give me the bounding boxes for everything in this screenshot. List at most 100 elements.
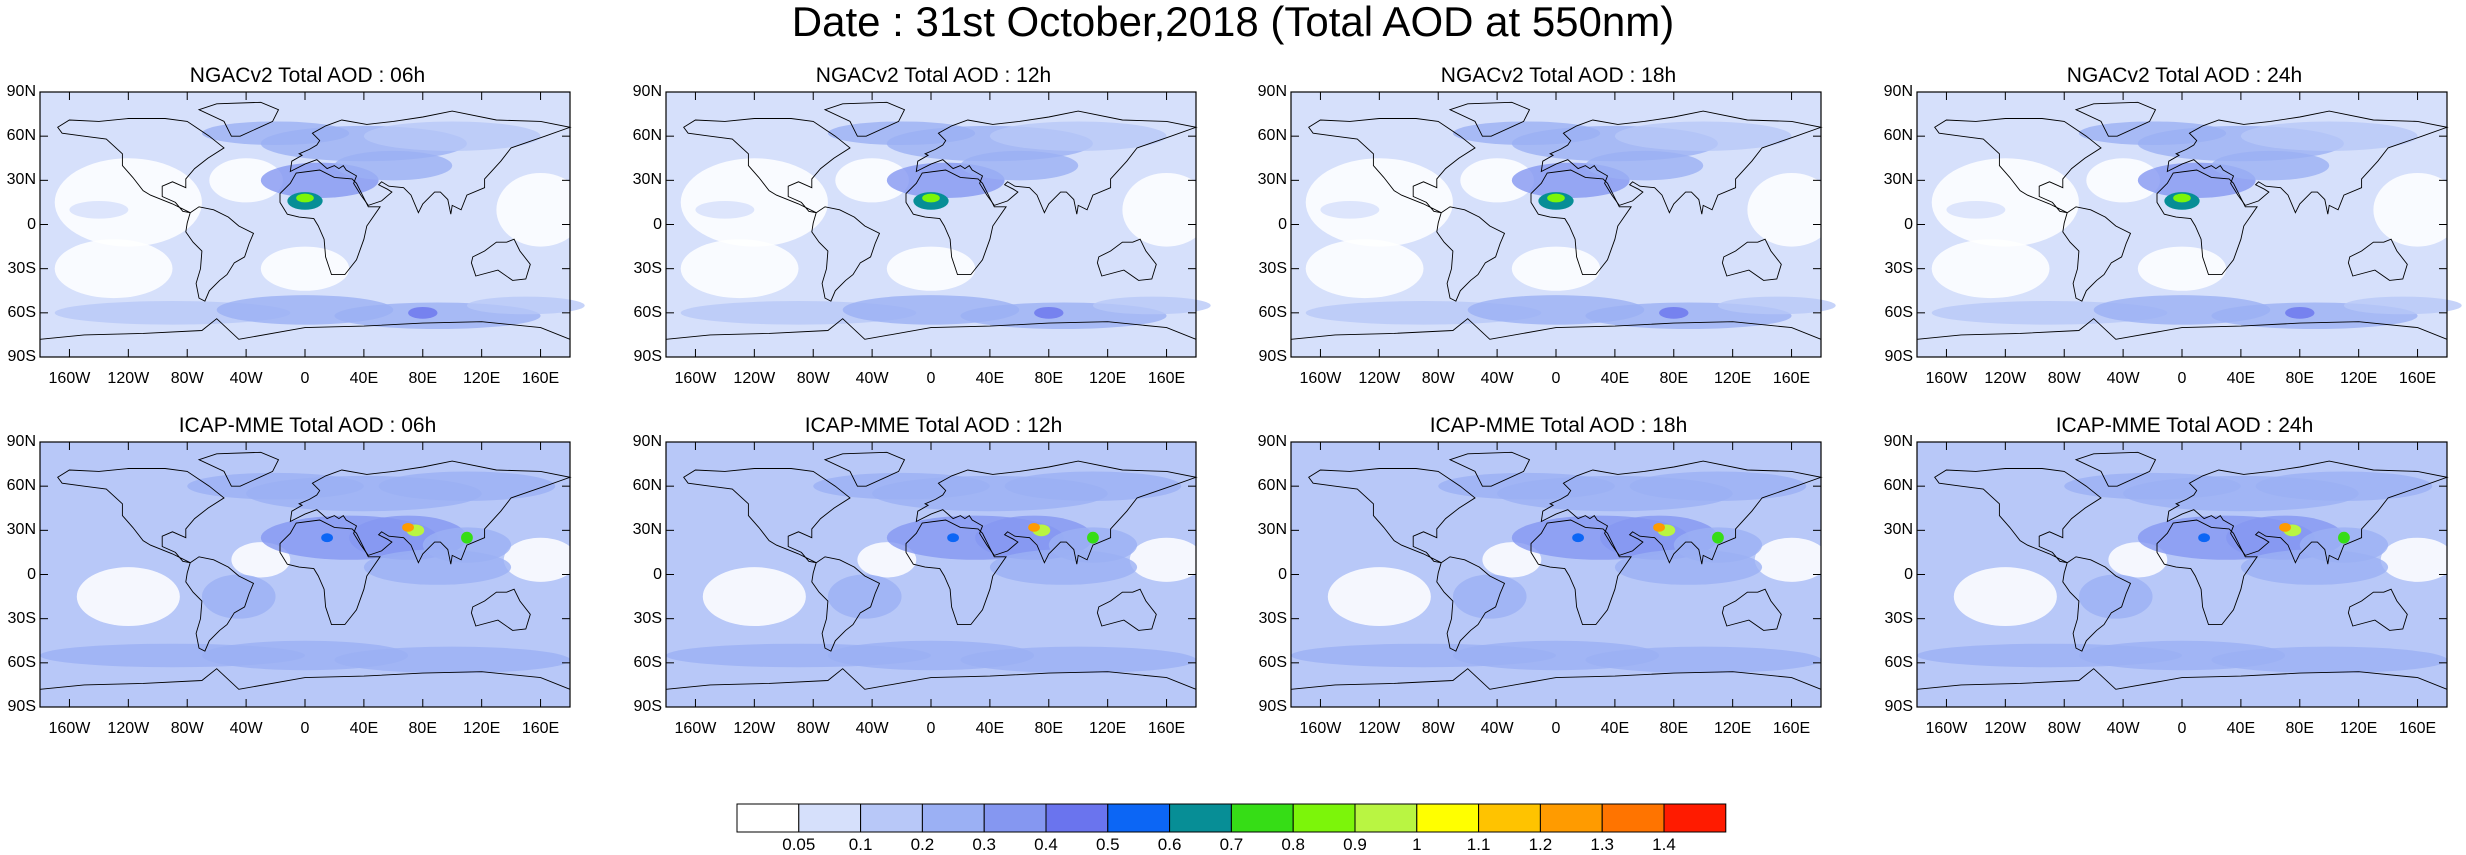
colorbar-label: 0.5 [1095, 835, 1120, 854]
colorbar-label: 0.7 [1219, 835, 1244, 854]
world-map [1916, 91, 2462, 358]
coastline [823, 451, 906, 487]
aod-region [408, 306, 438, 319]
coastline [2062, 206, 2132, 302]
lat-tick-label: 90S [1884, 698, 1913, 715]
low-aod-patch [835, 158, 909, 203]
low-aod-patch [1482, 542, 1542, 578]
colorbar-label: 1.2 [1528, 835, 1553, 854]
colorbar-box [1045, 803, 1109, 833]
low-aod-patch [54, 158, 202, 247]
lat-tick-label: 30S [1258, 259, 1287, 277]
lon-tick-label: 80W [796, 370, 830, 387]
aod-region [2078, 574, 2153, 619]
lat-tick-label: 60N [6, 127, 36, 145]
low-aod-patch [76, 567, 180, 627]
lat-tick-label: 30N [632, 521, 662, 539]
lon-tick-label: 40E [975, 720, 1005, 737]
lon-tick-label: 160E [1772, 370, 1811, 387]
panel-title: NGACv2 Total AOD : 12h [815, 64, 1052, 87]
coastline [1448, 101, 1531, 137]
aod-region [2285, 306, 2315, 319]
lat-tick-label: 30N [1883, 521, 1913, 539]
aod-region [2321, 246, 2396, 277]
lon-tick-label: 0 [300, 370, 310, 387]
aod-region [2198, 533, 2210, 543]
world-map [1290, 91, 1836, 358]
lon-tick-label: 160E [521, 370, 560, 387]
lon-tick-label: 80W [170, 370, 204, 387]
lon-tick-label: 80W [796, 720, 830, 737]
lon-tick-label: 80E [408, 720, 437, 737]
panel-title: ICAP-MME Total AOD : 12h [804, 414, 1063, 437]
lat-tick-label: 90N [1257, 433, 1287, 450]
colorbar-label: 0.9 [1343, 835, 1367, 854]
coastline [2166, 110, 2449, 215]
lat-tick-label: 90S [7, 698, 36, 715]
coastline [811, 556, 881, 652]
aod-region [1695, 246, 1770, 277]
coastline [683, 468, 851, 564]
lon-tick-label: 40E [975, 370, 1005, 387]
lat-tick-label: 30S [1884, 609, 1913, 627]
lon-tick-label: 120E [1088, 370, 1127, 387]
lon-tick-label: 160W [674, 370, 717, 387]
colorbar-label: 1.4 [1652, 835, 1676, 854]
lat-tick-label: 90N [1257, 83, 1287, 100]
coastline [279, 169, 381, 276]
lat-tick-label: 90S [1258, 698, 1287, 715]
coastline [1540, 460, 1823, 565]
map-frame [665, 91, 1211, 358]
lon-tick-label: 80W [1421, 370, 1455, 387]
lon-tick-label: 160W [1925, 720, 1968, 737]
lon-tick-label: 160E [1147, 370, 1186, 387]
lon-tick-label: 40W [229, 720, 263, 737]
aod-region [2173, 193, 2191, 203]
lon-tick-label: 0 [1551, 720, 1561, 737]
aod-region [827, 574, 902, 619]
lat-tick-label: 0 [653, 565, 662, 583]
lon-tick-label: 80W [2047, 720, 2081, 737]
low-aod-patch [680, 239, 799, 299]
lon-tick-label: 0 [926, 720, 936, 737]
coastline [823, 101, 906, 137]
coastline [1530, 169, 1632, 276]
lon-tick-label: 80W [1421, 720, 1455, 737]
world-map [665, 91, 1211, 358]
lat-tick-label: 60S [1884, 303, 1913, 321]
colorbar-box [1107, 803, 1171, 833]
lon-tick-label: 120W [733, 370, 776, 387]
lon-tick-label: 40E [349, 370, 379, 387]
coastline [1448, 451, 1531, 487]
coastline [289, 110, 572, 215]
colorbar-box [1416, 803, 1480, 833]
coastline [1934, 118, 2102, 214]
aod-region [1087, 531, 1099, 544]
aod-region [1946, 500, 2065, 531]
low-aod-patch [496, 172, 585, 247]
coastline [1721, 588, 1782, 631]
lat-tick-label: 60N [632, 477, 662, 495]
coastline [279, 519, 381, 626]
aod-region [2211, 646, 2447, 674]
coastline [289, 460, 572, 565]
panel-title: NGACv2 Total AOD : 18h [1440, 64, 1677, 87]
coastline [2074, 101, 2157, 137]
aod-region [1717, 296, 1836, 315]
lon-tick-label: 160W [48, 720, 91, 737]
low-aod-patch [231, 542, 291, 578]
coastline [1308, 468, 1476, 564]
aod-region [1585, 646, 1821, 674]
aod-region [1452, 574, 1527, 619]
coastline [2156, 169, 2258, 276]
lat-tick-label: 30N [1257, 171, 1287, 189]
low-aod-patch [857, 542, 917, 578]
colorbar-box [1230, 803, 1294, 833]
lon-tick-label: 40E [1600, 720, 1630, 737]
lat-tick-label: 30S [7, 259, 36, 277]
map-panel-4: NGACv2 Total AOD : 24h 90N 60N 30N 0 30S 60S 90… [1884, 64, 2462, 387]
coastline [905, 519, 1007, 626]
lon-tick-label: 80E [1659, 370, 1688, 387]
map-panel-5: ICAP-MME Total AOD : 06h 90N 60N 30N 0 30S 60S… [7, 414, 580, 737]
lat-tick-label: 90N [632, 433, 662, 450]
